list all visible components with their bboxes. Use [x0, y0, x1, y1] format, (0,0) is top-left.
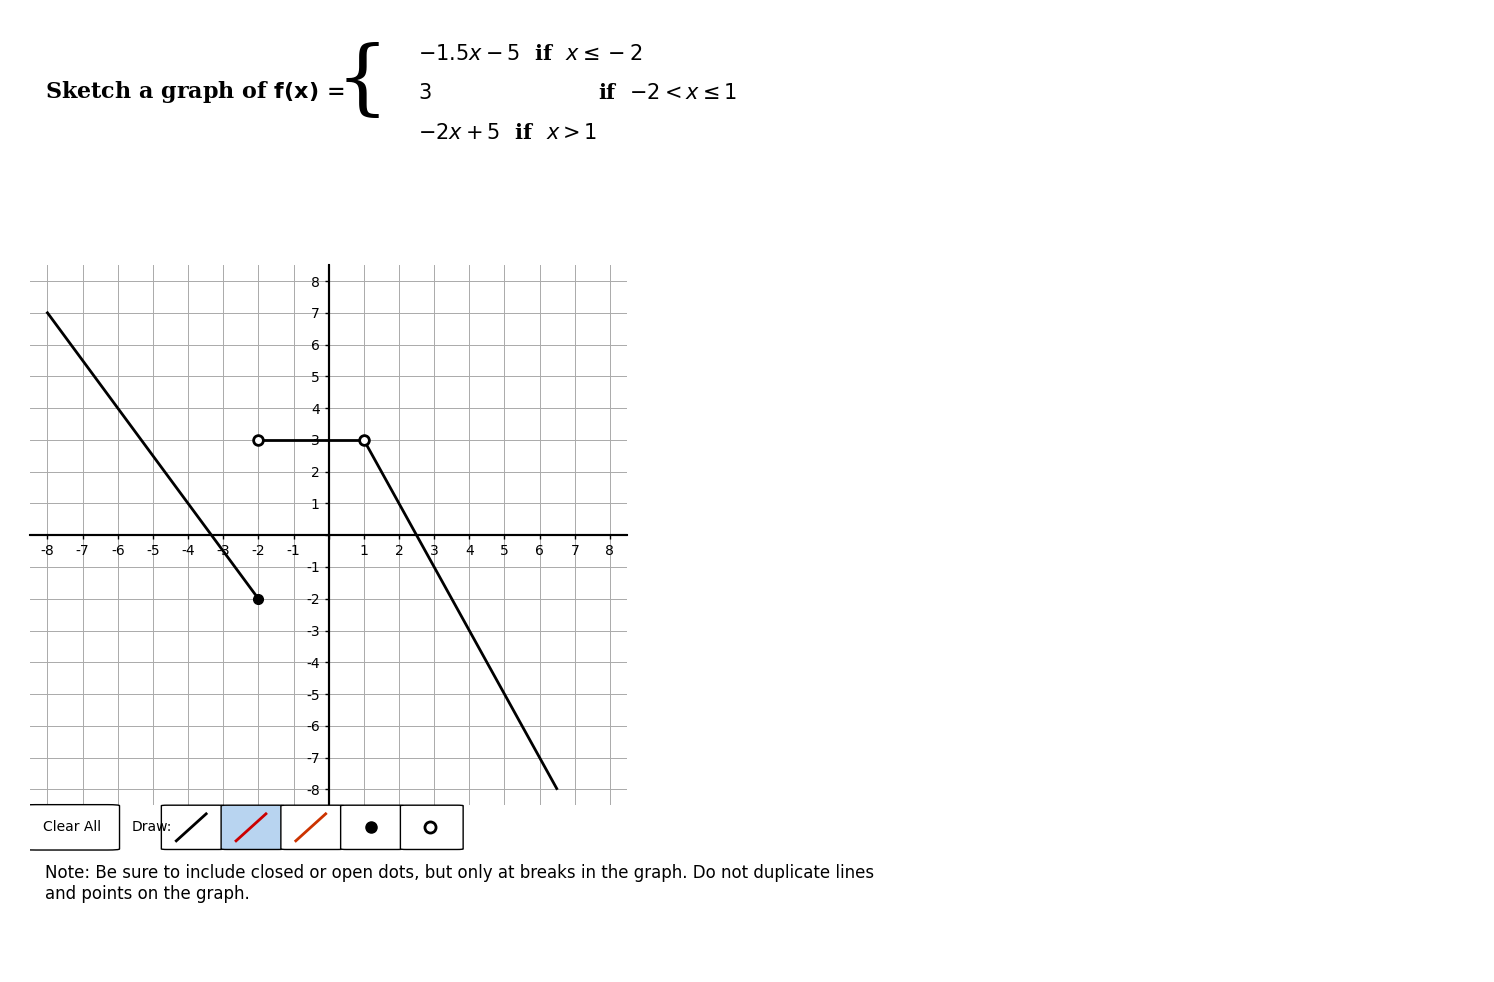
- FancyBboxPatch shape: [24, 804, 120, 850]
- Text: if  $-2 < x \leq 1$: if $-2 < x \leq 1$: [598, 83, 737, 103]
- Text: Draw:: Draw:: [131, 820, 172, 835]
- Text: $3$: $3$: [418, 83, 432, 103]
- Text: Sketch a graph of $\mathbf{f(x)}$ =: Sketch a graph of $\mathbf{f(x)}$ =: [45, 79, 344, 104]
- Text: Clear All: Clear All: [43, 820, 100, 835]
- Text: $-2x + 5$  if  $x > 1$: $-2x + 5$ if $x > 1$: [418, 123, 598, 142]
- Text: {: {: [335, 42, 388, 123]
- Text: Note: Be sure to include closed or open dots, but only at breaks in the graph. D: Note: Be sure to include closed or open …: [45, 864, 874, 903]
- FancyBboxPatch shape: [400, 805, 463, 849]
- FancyBboxPatch shape: [161, 805, 224, 849]
- Text: $-1.5x - 5$  if  $x \leq -2$: $-1.5x - 5$ if $x \leq -2$: [418, 44, 642, 64]
- FancyBboxPatch shape: [281, 805, 344, 849]
- FancyBboxPatch shape: [341, 805, 403, 849]
- FancyBboxPatch shape: [221, 805, 284, 849]
